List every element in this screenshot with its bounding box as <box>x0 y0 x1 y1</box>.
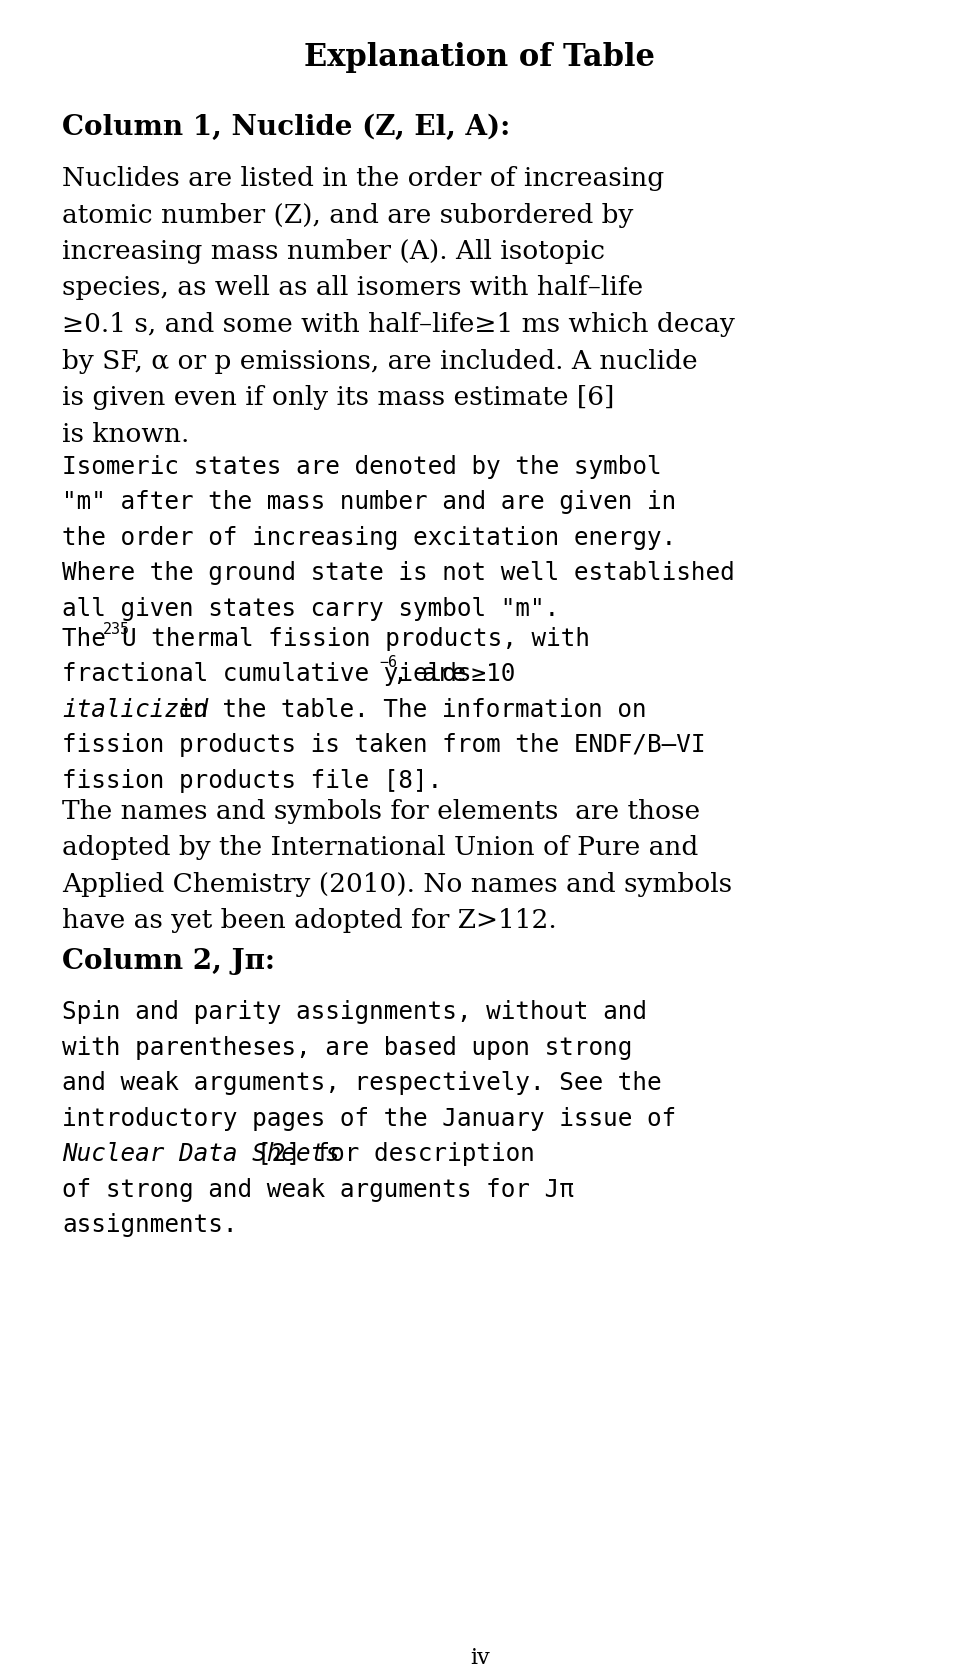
Text: with parentheses, are based upon strong: with parentheses, are based upon strong <box>62 1035 633 1060</box>
Text: [2] for description: [2] for description <box>256 1142 535 1165</box>
Text: assignments.: assignments. <box>62 1212 237 1237</box>
Text: , are: , are <box>394 662 467 686</box>
Text: 235: 235 <box>103 622 130 637</box>
Text: The names and symbols for elements  are those: The names and symbols for elements are t… <box>62 799 700 824</box>
Text: Nuclides are listed in the order of increasing: Nuclides are listed in the order of incr… <box>62 166 664 191</box>
Text: italicized: italicized <box>62 697 208 722</box>
Text: species, as well as all isomers with half–life: species, as well as all isomers with hal… <box>62 276 643 301</box>
Text: by SF, α or p emissions, are included. A nuclide: by SF, α or p emissions, are included. A… <box>62 348 698 373</box>
Text: atomic number (Z), and are subordered by: atomic number (Z), and are subordered by <box>62 202 634 227</box>
Text: Nuclear Data Sheets: Nuclear Data Sheets <box>62 1142 340 1165</box>
Text: Applied Chemistry (2010). No names and symbols: Applied Chemistry (2010). No names and s… <box>62 871 732 896</box>
Text: have as yet been adopted for Z>112.: have as yet been adopted for Z>112. <box>62 908 557 933</box>
Text: all given states carry symbol "m".: all given states carry symbol "m". <box>62 597 560 620</box>
Text: fission products is taken from the ENDF/B–VI: fission products is taken from the ENDF/… <box>62 732 706 757</box>
Text: introductory pages of the January issue of: introductory pages of the January issue … <box>62 1107 676 1130</box>
Text: in the table. The information on: in the table. The information on <box>164 697 647 722</box>
Text: U thermal fission products, with: U thermal fission products, with <box>122 627 590 650</box>
Text: fission products file [8].: fission products file [8]. <box>62 769 443 793</box>
Text: iv: iv <box>470 1647 490 1669</box>
Text: and weak arguments, respectively. See the: and weak arguments, respectively. See th… <box>62 1072 661 1095</box>
Text: Column 1, Nuclide (Z, El, A):: Column 1, Nuclide (Z, El, A): <box>62 114 511 140</box>
Text: increasing mass number (A). All isotopic: increasing mass number (A). All isotopic <box>62 239 605 264</box>
Text: of strong and weak arguments for Jπ: of strong and weak arguments for Jπ <box>62 1177 574 1202</box>
Text: is known.: is known. <box>62 421 189 446</box>
Text: ≥0.1 s, and some with half–life≥1 ms which decay: ≥0.1 s, and some with half–life≥1 ms whi… <box>62 313 734 338</box>
Text: "m" after the mass number and are given in: "m" after the mass number and are given … <box>62 490 676 513</box>
Text: the order of increasing excitation energy.: the order of increasing excitation energ… <box>62 525 676 550</box>
Text: Spin and parity assignments, without and: Spin and parity assignments, without and <box>62 1000 647 1023</box>
Text: Isomeric states are denoted by the symbol: Isomeric states are denoted by the symbo… <box>62 455 661 478</box>
Text: adopted by the International Union of Pure and: adopted by the International Union of Pu… <box>62 834 698 859</box>
Text: The: The <box>62 627 121 650</box>
Text: is given even if only its mass estimate [6]: is given even if only its mass estimate … <box>62 385 614 410</box>
Text: Where the ground state is not well established: Where the ground state is not well estab… <box>62 562 734 585</box>
Text: Explanation of Table: Explanation of Table <box>304 42 656 74</box>
Text: −6: −6 <box>380 655 397 670</box>
Text: fractional cumulative yields≥10: fractional cumulative yields≥10 <box>62 662 516 686</box>
Text: Column 2, Jπ:: Column 2, Jπ: <box>62 948 275 975</box>
